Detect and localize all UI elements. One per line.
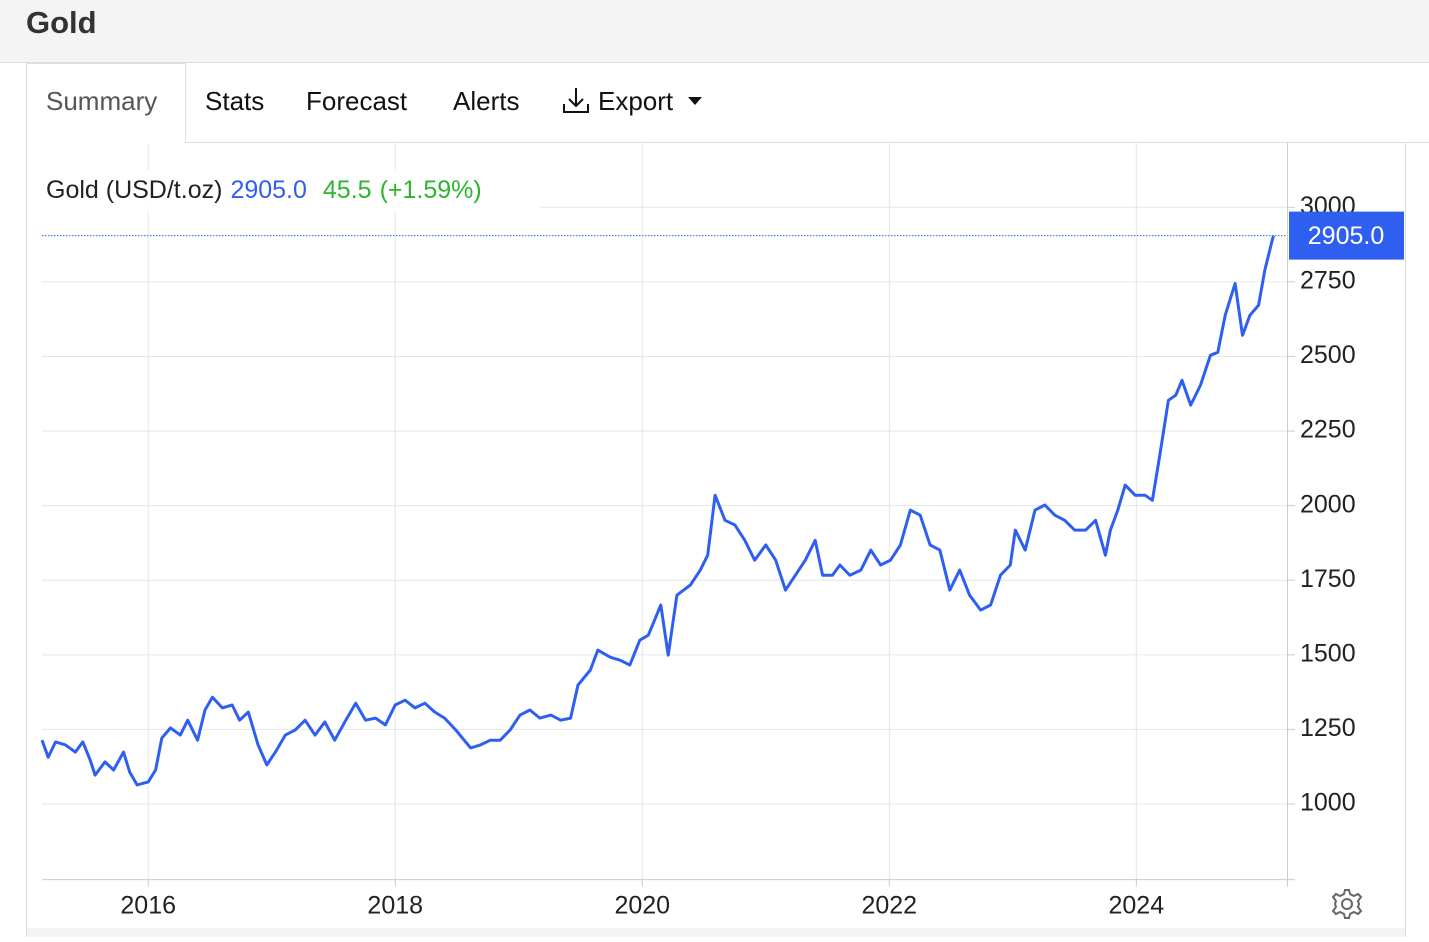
tab-active-box xyxy=(26,63,186,143)
y-tick-label: 1250 xyxy=(1300,714,1356,742)
legend-change-pct: (+1.59%) xyxy=(380,176,482,204)
y-tick-label: 2000 xyxy=(1300,490,1356,518)
y-tick-label: 1000 xyxy=(1300,789,1356,817)
header-bar xyxy=(0,0,1429,62)
legend-change: 45.5 xyxy=(323,176,372,204)
y-tick-label: 1750 xyxy=(1300,565,1356,593)
chart: 1000125015001750200022502500275030002016… xyxy=(40,143,1404,920)
legend-name: Gold (USD/t.oz) xyxy=(46,176,222,204)
x-tick-label: 2018 xyxy=(367,892,423,920)
panel-footer xyxy=(27,928,1405,937)
tab[interactable]: Export xyxy=(598,86,674,116)
download-icon xyxy=(563,88,589,113)
price-line xyxy=(40,235,1275,787)
x-tick-label: 2020 xyxy=(614,892,670,920)
x-tick-label: 2022 xyxy=(861,892,917,920)
x-tick-label: 2024 xyxy=(1109,892,1165,920)
tab[interactable]: Stats xyxy=(205,86,264,116)
tab[interactable]: Summary xyxy=(46,86,157,116)
caret xyxy=(688,97,702,105)
tab[interactable]: Alerts xyxy=(453,86,519,116)
legend-bg xyxy=(40,170,540,212)
y-tick-label: 2750 xyxy=(1300,266,1356,294)
gear-icon[interactable] xyxy=(1331,889,1363,919)
tab-active-gap xyxy=(27,140,185,144)
x-tick-label: 2016 xyxy=(120,892,176,920)
tab[interactable]: Forecast xyxy=(306,86,408,116)
y-tick-label: 2250 xyxy=(1300,416,1356,444)
last-price-label: 2905.0 xyxy=(1308,222,1384,250)
last-price-box xyxy=(1289,211,1404,260)
page-title: Gold xyxy=(26,5,97,40)
y-tick-label: 1500 xyxy=(1300,639,1356,667)
legend-price: 2905.0 xyxy=(230,176,306,204)
legend: Gold (USD/t.oz) 2905.0 45.5 (+1.59%) xyxy=(46,176,482,204)
y-tick-label: 2500 xyxy=(1300,341,1356,369)
